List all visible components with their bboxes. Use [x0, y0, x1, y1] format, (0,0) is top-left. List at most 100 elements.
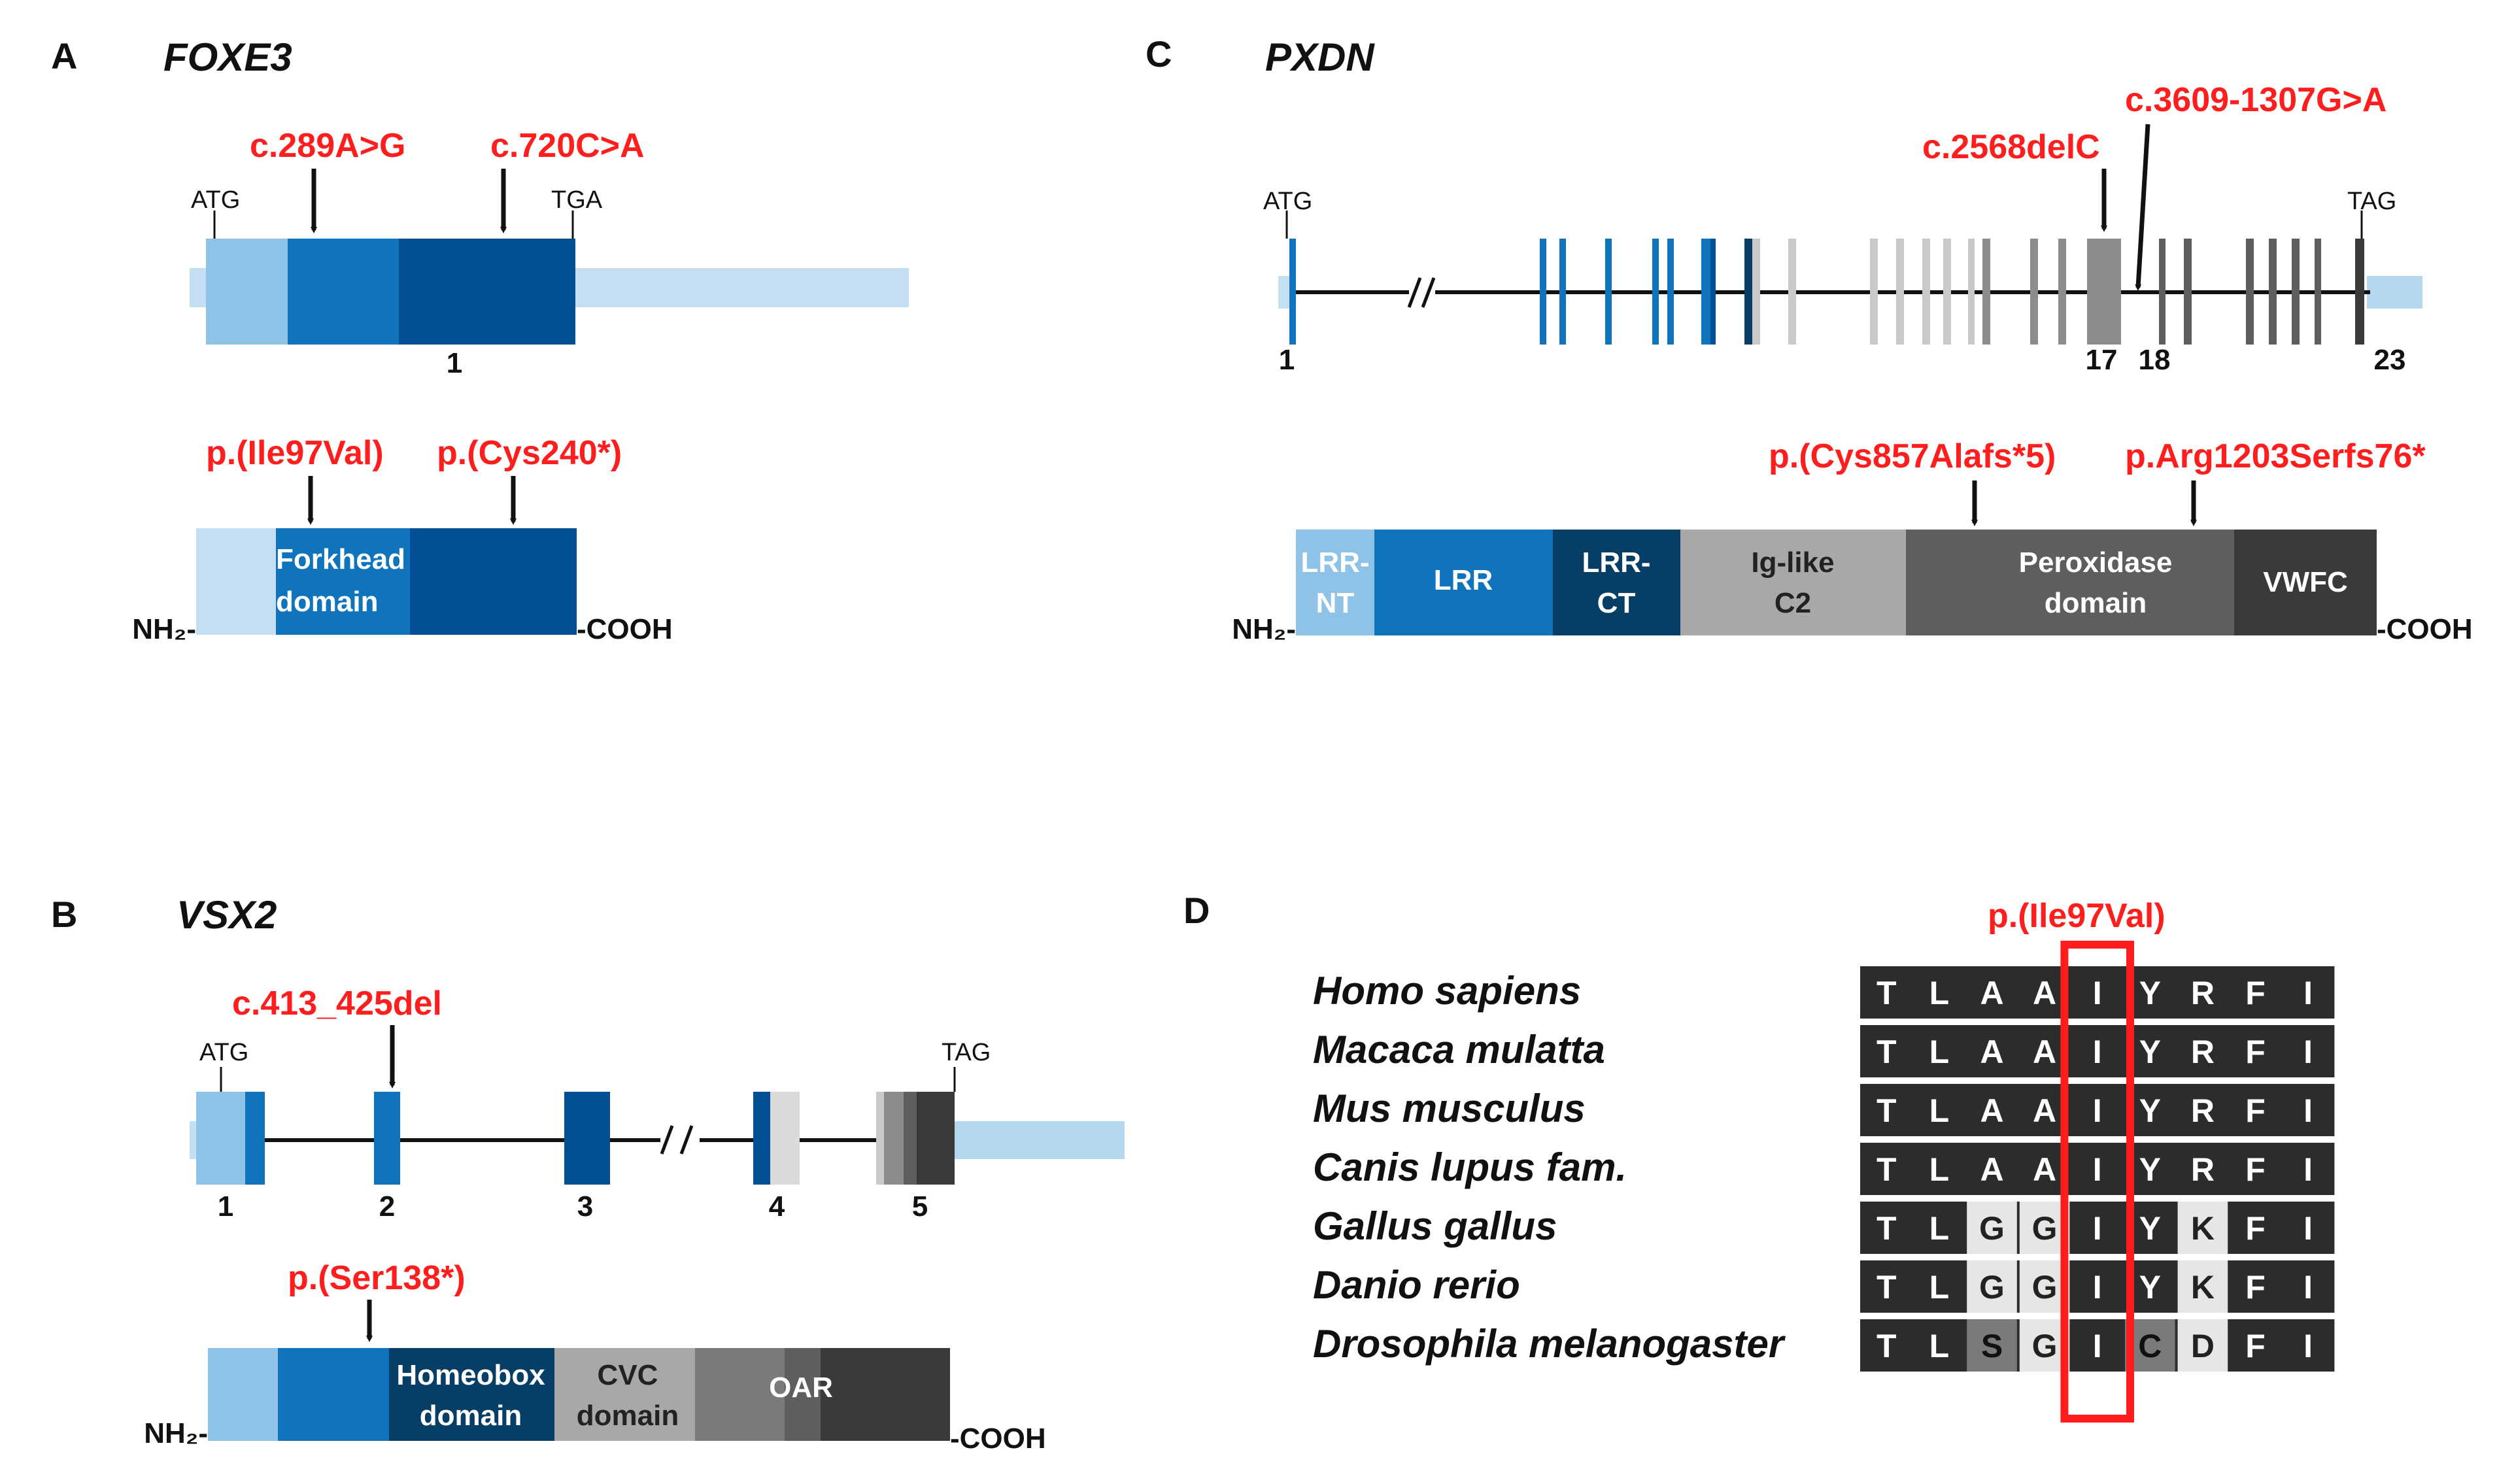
residue-letter: I: [2303, 1092, 2313, 1129]
protein-mutation-label: p.Arg1203Serfs76*: [2125, 437, 2426, 475]
residue-cell: [2177, 1260, 2228, 1313]
exon-number: 1: [447, 347, 462, 379]
start-codon-label: ATG: [1263, 188, 1312, 215]
panel-a: A FOXE3 ATG TGA 1 c.289A>G c.720C>A Fork…: [51, 35, 909, 645]
exon-block: [1943, 239, 1951, 345]
n-terminus-label: NH₂-: [132, 613, 196, 645]
exon-block: [1870, 239, 1878, 345]
residue-letter: F: [2245, 1092, 2266, 1129]
exon-number: 17: [2086, 344, 2118, 376]
residue-letter: T: [1877, 1151, 1897, 1188]
forkhead-domain-label: Forkhead: [276, 543, 405, 575]
exon-number: 5: [912, 1190, 928, 1223]
residue-letter: D: [2191, 1328, 2215, 1364]
panel-b-letter: B: [51, 894, 77, 935]
vsx2-gene-model: ATG TAG 1 2 3 4 5: [190, 1039, 1125, 1223]
lrr-nt-label: NT: [1316, 587, 1355, 619]
exon-block: [1922, 239, 1930, 345]
residue-letter: Y: [2139, 1034, 2161, 1070]
exon-1: [196, 1092, 245, 1185]
residue-letter: I: [2303, 975, 2313, 1011]
dna-mutation-label: c.3609-1307G>A: [2125, 81, 2387, 119]
alignment-row: [1860, 1202, 2335, 1254]
variant-label: p.(Ile97Val): [1988, 897, 2166, 935]
pxdn-protein-model: LRR- NT LRR LRR- CT Ig-like C2 Peroxidas…: [1232, 530, 2473, 645]
residue-letter: A: [1980, 1034, 2003, 1070]
residue-cell: [2177, 1202, 2228, 1254]
exon-block: [2184, 239, 2192, 345]
residue-letter: T: [1877, 1034, 1897, 1070]
exon-block: [1540, 239, 1546, 345]
exon-block: [2030, 239, 2038, 345]
residue-letter: G: [1979, 1210, 2005, 1247]
alignment-row: [1860, 1319, 2335, 1372]
species-name: Canis lupus fam.: [1313, 1145, 1627, 1189]
protein-mutation-label: p.(Ser138*): [288, 1259, 466, 1297]
panel-d-letter: D: [1183, 890, 1210, 931]
exon-segment: [288, 239, 399, 345]
residue-letter: I: [2093, 1151, 2102, 1188]
lrr-nt-domain: [1296, 530, 1374, 635]
ig-like-c2-domain: [1680, 530, 1906, 635]
exon-4: [753, 1092, 770, 1185]
residue-letter: Y: [2139, 1151, 2161, 1188]
panel-b: B VSX2 c.413_425del ATG TAG 1: [51, 893, 1125, 1455]
residue-letter: S: [1981, 1328, 2003, 1364]
alignment-row: [1860, 1143, 2335, 1195]
residue-letter: G: [2032, 1269, 2058, 1306]
peroxidase-label: Peroxidase: [2019, 547, 2173, 579]
alignment-row: [1860, 966, 2335, 1019]
exon-block: [2315, 239, 2321, 345]
exon-block: [2058, 239, 2066, 345]
residue-letter: Y: [2139, 1269, 2161, 1306]
residue-letter: G: [2032, 1210, 2058, 1247]
exon-number: 18: [2139, 344, 2171, 376]
species-name: Gallus gallus: [1313, 1204, 1557, 1248]
residue-letter: G: [2032, 1328, 2058, 1364]
residue-letter: A: [1980, 1151, 2003, 1188]
residue-letter: I: [2303, 1151, 2313, 1188]
residue-letter: R: [2191, 1151, 2215, 1188]
utr-bar: [942, 1121, 1125, 1159]
residue-letter: L: [1929, 1210, 1950, 1247]
pxdn-gene-model: ATG TAG 1 17 18 23: [1263, 188, 2422, 376]
mutation-arrow: [2135, 124, 2150, 291]
residue-cell: [1967, 1260, 2017, 1313]
cvc-domain-label: domain: [577, 1400, 679, 1432]
vwfc-label: VWFC: [2263, 566, 2348, 598]
n-terminus-label: NH₂-: [1232, 613, 1296, 645]
residue-letter: R: [2191, 975, 2215, 1011]
residue-letter: I: [2093, 1092, 2102, 1129]
panel-c-gene-name: PXDN: [1265, 35, 1375, 79]
residue-letter: R: [2191, 1092, 2215, 1129]
exon-block: [1667, 239, 1674, 345]
exon-segment: [206, 239, 288, 345]
residue-letter: I: [2303, 1269, 2313, 1306]
exon-block: [2246, 239, 2254, 345]
residue-letter: F: [2245, 1034, 2266, 1070]
exon-block: [1710, 239, 1716, 345]
exon-segment: [399, 239, 575, 345]
residue-letter: L: [1929, 1151, 1950, 1188]
exon-block: [1896, 239, 1904, 345]
peroxidase-domain: [1906, 530, 2234, 635]
panel-c-letter: C: [1146, 33, 1172, 75]
exon-block: [1289, 239, 1296, 345]
residue-cell: [2177, 1319, 2228, 1372]
alignment-row: [1860, 1260, 2335, 1313]
residue-letter: A: [1980, 1092, 2003, 1129]
species-name: Drosophila melanogaster: [1313, 1322, 1786, 1366]
residue-letter: I: [2303, 1328, 2313, 1364]
residue-letter: I: [2303, 1210, 2313, 1247]
exon-block: [1652, 239, 1659, 345]
residue-letter: I: [2093, 1210, 2102, 1247]
residue-letter: T: [1877, 1210, 1897, 1247]
foxe3-gene-model: ATG TGA 1: [190, 186, 909, 379]
cvc-domain-label: CVC: [598, 1359, 658, 1391]
exon-number: 23: [2374, 344, 2406, 376]
exon-number: 1: [1279, 344, 1295, 376]
lrr-domain: [1374, 530, 1553, 635]
alignment-row: [1860, 1084, 2335, 1136]
residue-letter: A: [2033, 1034, 2056, 1070]
